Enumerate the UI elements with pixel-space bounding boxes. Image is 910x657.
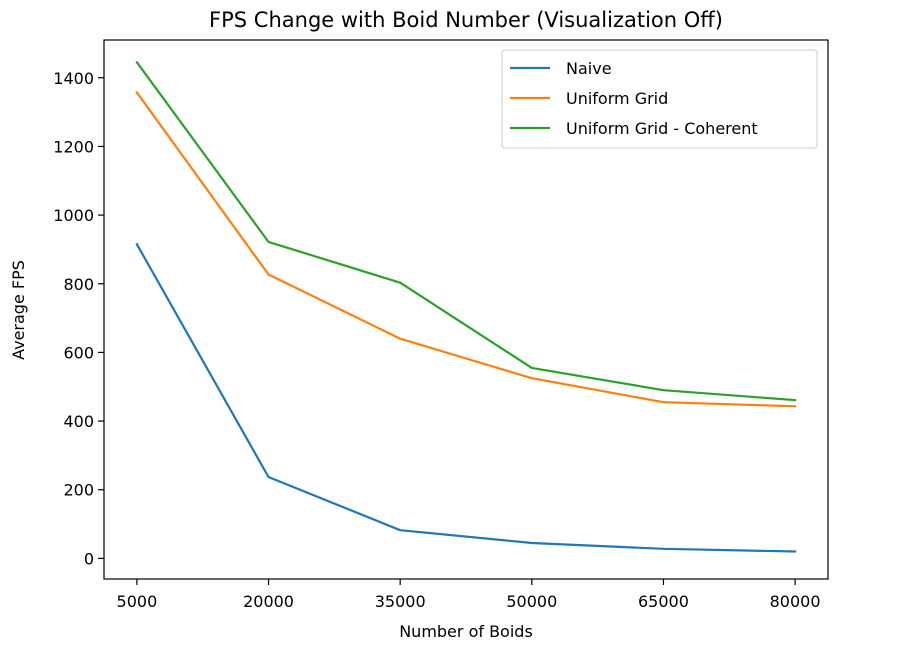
legend: Naive Uniform Grid Uniform Grid - Coherent [501,49,818,149]
x-tick-label: 20000 [243,592,294,611]
x-tick-label: 5000 [117,592,158,611]
y-tick-label: 600 [63,343,94,362]
y-tick-label: 1400 [53,69,94,88]
series-line-3 [135,60,797,402]
x-tick-label: 50000 [506,592,557,611]
chart-title: FPS Change with Boid Number (Visualizati… [209,8,723,32]
y-tick-label: 1000 [53,206,94,225]
y-tick-label: 400 [63,412,94,431]
plot-area [103,39,829,580]
y-tick-label: 800 [63,275,94,294]
legend-label-1: Naive [566,59,612,78]
series-line-1 [135,242,797,553]
y-tick-label: 200 [63,481,94,500]
y-tick-label: 0 [84,549,94,568]
legend-box [501,49,818,149]
y-tick-label: 1200 [53,137,94,156]
y-axis-ticks: 0 200 400 600 800 1000 1200 1400 [53,69,104,568]
series-lines [135,60,797,553]
x-tick-label: 80000 [770,592,821,611]
x-axis-ticks: 5000 20000 35000 50000 65000 80000 [117,579,821,611]
x-tick-label: 35000 [375,592,426,611]
legend-label-2: Uniform Grid [566,89,668,108]
x-axis-label: Number of Boids [399,622,533,641]
series-line-2 [135,90,797,408]
legend-label-3: Uniform Grid - Coherent [566,119,758,138]
x-tick-label: 65000 [638,592,689,611]
y-axis-label: Average FPS [9,260,28,360]
